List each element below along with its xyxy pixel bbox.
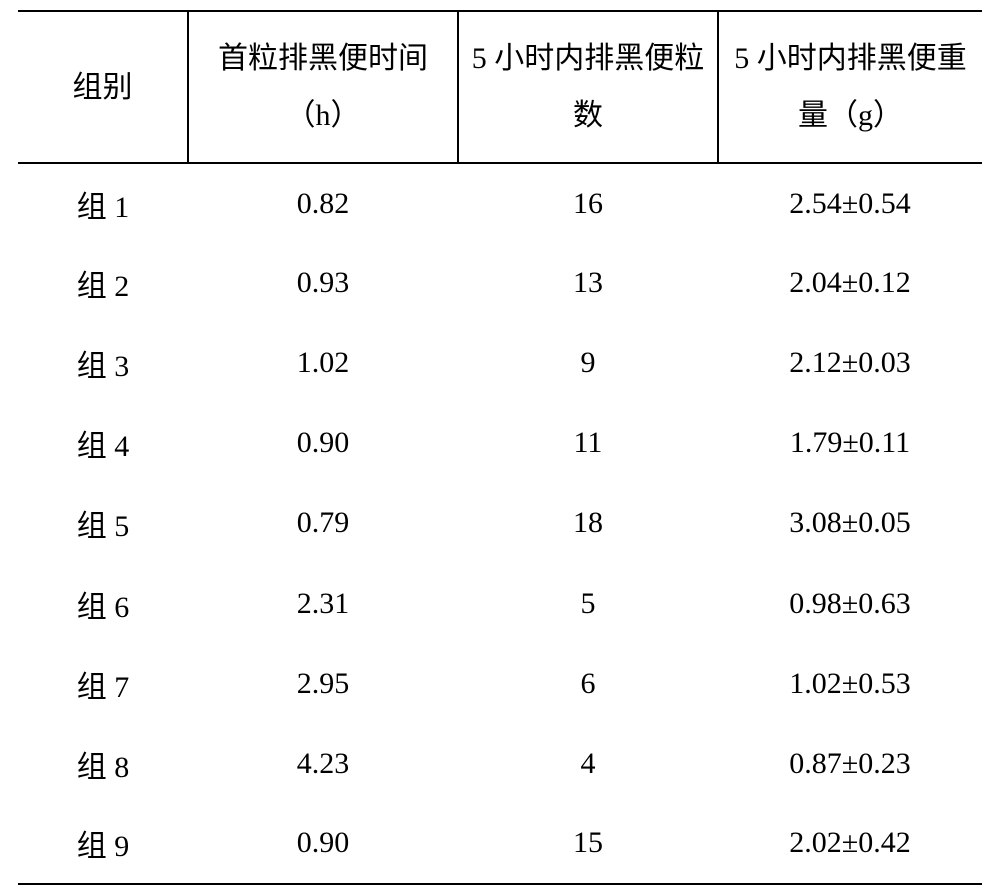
- table-row: 组 6 2.31 5 0.98±0.63: [18, 564, 982, 644]
- cell-count: 4: [458, 724, 718, 804]
- data-table-container: 组别 首粒排黑便时间（h） 5 小时内排黑便粒数 5 小时内排黑便重量（g） 组…: [0, 0, 1000, 895]
- table-row: 组 8 4.23 4 0.87±0.23: [18, 724, 982, 804]
- cell-count: 18: [458, 483, 718, 563]
- cell-first: 0.93: [188, 243, 458, 323]
- cell-group: 组 6: [18, 564, 188, 644]
- col-header-group: 组别: [18, 11, 188, 163]
- col-header-weight: 5 小时内排黑便重量（g）: [718, 11, 982, 163]
- cell-count: 6: [458, 644, 718, 724]
- table-row: 组 2 0.93 13 2.04±0.12: [18, 243, 982, 323]
- cell-first: 0.90: [188, 804, 458, 884]
- cell-first: 4.23: [188, 724, 458, 804]
- cell-weight: 0.98±0.63: [718, 564, 982, 644]
- cell-group: 组 8: [18, 724, 188, 804]
- cell-group: 组 5: [18, 483, 188, 563]
- cell-count: 15: [458, 804, 718, 884]
- cell-weight: 3.08±0.05: [718, 483, 982, 563]
- cell-count: 9: [458, 323, 718, 403]
- cell-weight: 2.54±0.54: [718, 163, 982, 243]
- cell-group: 组 7: [18, 644, 188, 724]
- cell-weight: 0.87±0.23: [718, 724, 982, 804]
- cell-weight: 1.79±0.11: [718, 403, 982, 483]
- cell-first: 1.02: [188, 323, 458, 403]
- cell-first: 2.31: [188, 564, 458, 644]
- cell-group: 组 1: [18, 163, 188, 243]
- col-header-count: 5 小时内排黑便粒数: [458, 11, 718, 163]
- cell-group: 组 4: [18, 403, 188, 483]
- cell-weight: 2.12±0.03: [718, 323, 982, 403]
- data-table: 组别 首粒排黑便时间（h） 5 小时内排黑便粒数 5 小时内排黑便重量（g） 组…: [18, 10, 982, 885]
- cell-group: 组 9: [18, 804, 188, 884]
- table-row: 组 9 0.90 15 2.02±0.42: [18, 804, 982, 884]
- cell-count: 13: [458, 243, 718, 323]
- cell-count: 16: [458, 163, 718, 243]
- cell-weight: 1.02±0.53: [718, 644, 982, 724]
- cell-first: 0.82: [188, 163, 458, 243]
- cell-first: 0.90: [188, 403, 458, 483]
- table-row: 组 7 2.95 6 1.02±0.53: [18, 644, 982, 724]
- cell-count: 11: [458, 403, 718, 483]
- table-row: 组 4 0.90 11 1.79±0.11: [18, 403, 982, 483]
- cell-first: 2.95: [188, 644, 458, 724]
- cell-group: 组 3: [18, 323, 188, 403]
- table-row: 组 1 0.82 16 2.54±0.54: [18, 163, 982, 243]
- cell-weight: 2.02±0.42: [718, 804, 982, 884]
- cell-count: 5: [458, 564, 718, 644]
- table-row: 组 5 0.79 18 3.08±0.05: [18, 483, 982, 563]
- cell-weight: 2.04±0.12: [718, 243, 982, 323]
- cell-group: 组 2: [18, 243, 188, 323]
- table-row: 组 3 1.02 9 2.12±0.03: [18, 323, 982, 403]
- cell-first: 0.79: [188, 483, 458, 563]
- table-header-row: 组别 首粒排黑便时间（h） 5 小时内排黑便粒数 5 小时内排黑便重量（g）: [18, 11, 982, 163]
- col-header-first: 首粒排黑便时间（h）: [188, 11, 458, 163]
